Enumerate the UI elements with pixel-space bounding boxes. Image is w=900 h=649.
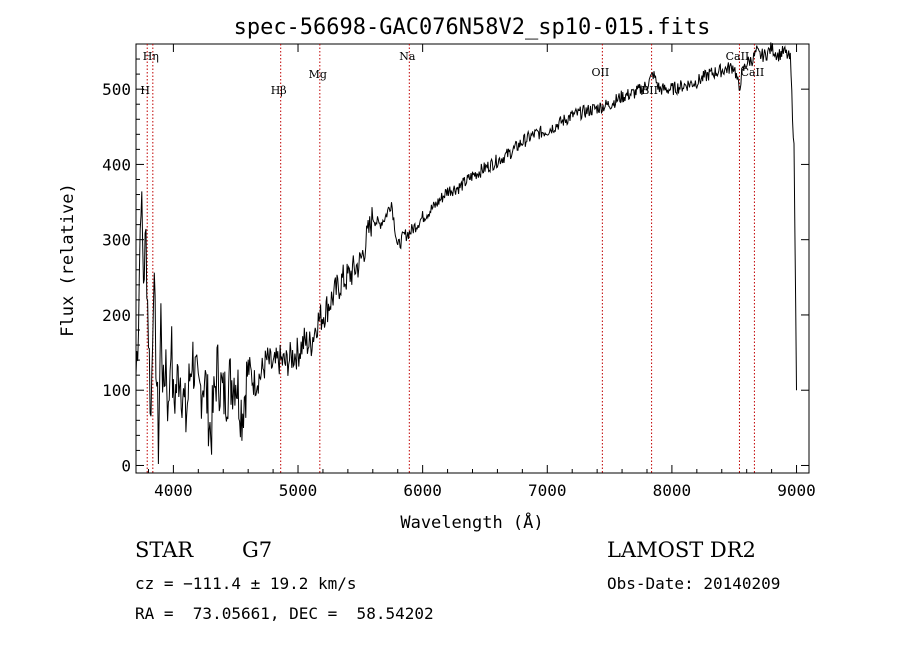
- object-class-label: STAR: [135, 538, 194, 562]
- x-tick-label: 9000: [777, 481, 816, 500]
- plot-area: 4000 5000 6000 7000 8000 9000 0 100 200 300 400 500…: [102, 42, 816, 500]
- spectral-line-label: Hη: [143, 50, 159, 63]
- obs-date-text: Obs-Date: 20140209: [607, 574, 781, 593]
- y-tick-label: 400: [102, 155, 131, 174]
- y-axis-label: Flux (relative): [58, 183, 78, 337]
- y-tick-label: 200: [102, 306, 131, 325]
- y-tick-label: 300: [102, 231, 131, 250]
- x-tick-label: 8000: [653, 481, 692, 500]
- spectral-line-label: Na: [399, 50, 416, 63]
- chart-title: spec-56698-GAC076N58V2_sp10-015.fits: [234, 15, 711, 40]
- redshift-text: cz = −111.4 ± 19.2 km/s: [135, 574, 357, 593]
- spectral-line-label: CaII: [741, 66, 765, 79]
- spectral-line-label: Mg: [309, 68, 327, 81]
- y-tick-label: 0: [121, 456, 131, 475]
- x-tick-label: 6000: [403, 481, 442, 500]
- spectrum-line: [135, 42, 797, 465]
- spectral-line-label: Hβ: [271, 84, 287, 97]
- x-tick-label: 5000: [279, 481, 318, 500]
- x-tick-label: 4000: [154, 481, 193, 500]
- spectral-line-label: OII: [592, 66, 610, 79]
- survey-label: LAMOST DR2: [607, 538, 756, 562]
- spectral-line-label: CaII: [726, 50, 750, 63]
- spectral-line-label: BII: [641, 84, 658, 97]
- object-subclass-label: G7: [242, 538, 273, 562]
- x-tick-label: 7000: [528, 481, 567, 500]
- coordinates-text: RA = 73.05661, DEC = 58.54202: [135, 604, 434, 623]
- spectral-line-label: H: [140, 84, 150, 97]
- plot-frame: [135, 43, 810, 474]
- y-tick-label: 100: [102, 381, 131, 400]
- x-axis-label: Wavelength (Å): [400, 511, 543, 533]
- y-tick-label: 500: [102, 80, 131, 99]
